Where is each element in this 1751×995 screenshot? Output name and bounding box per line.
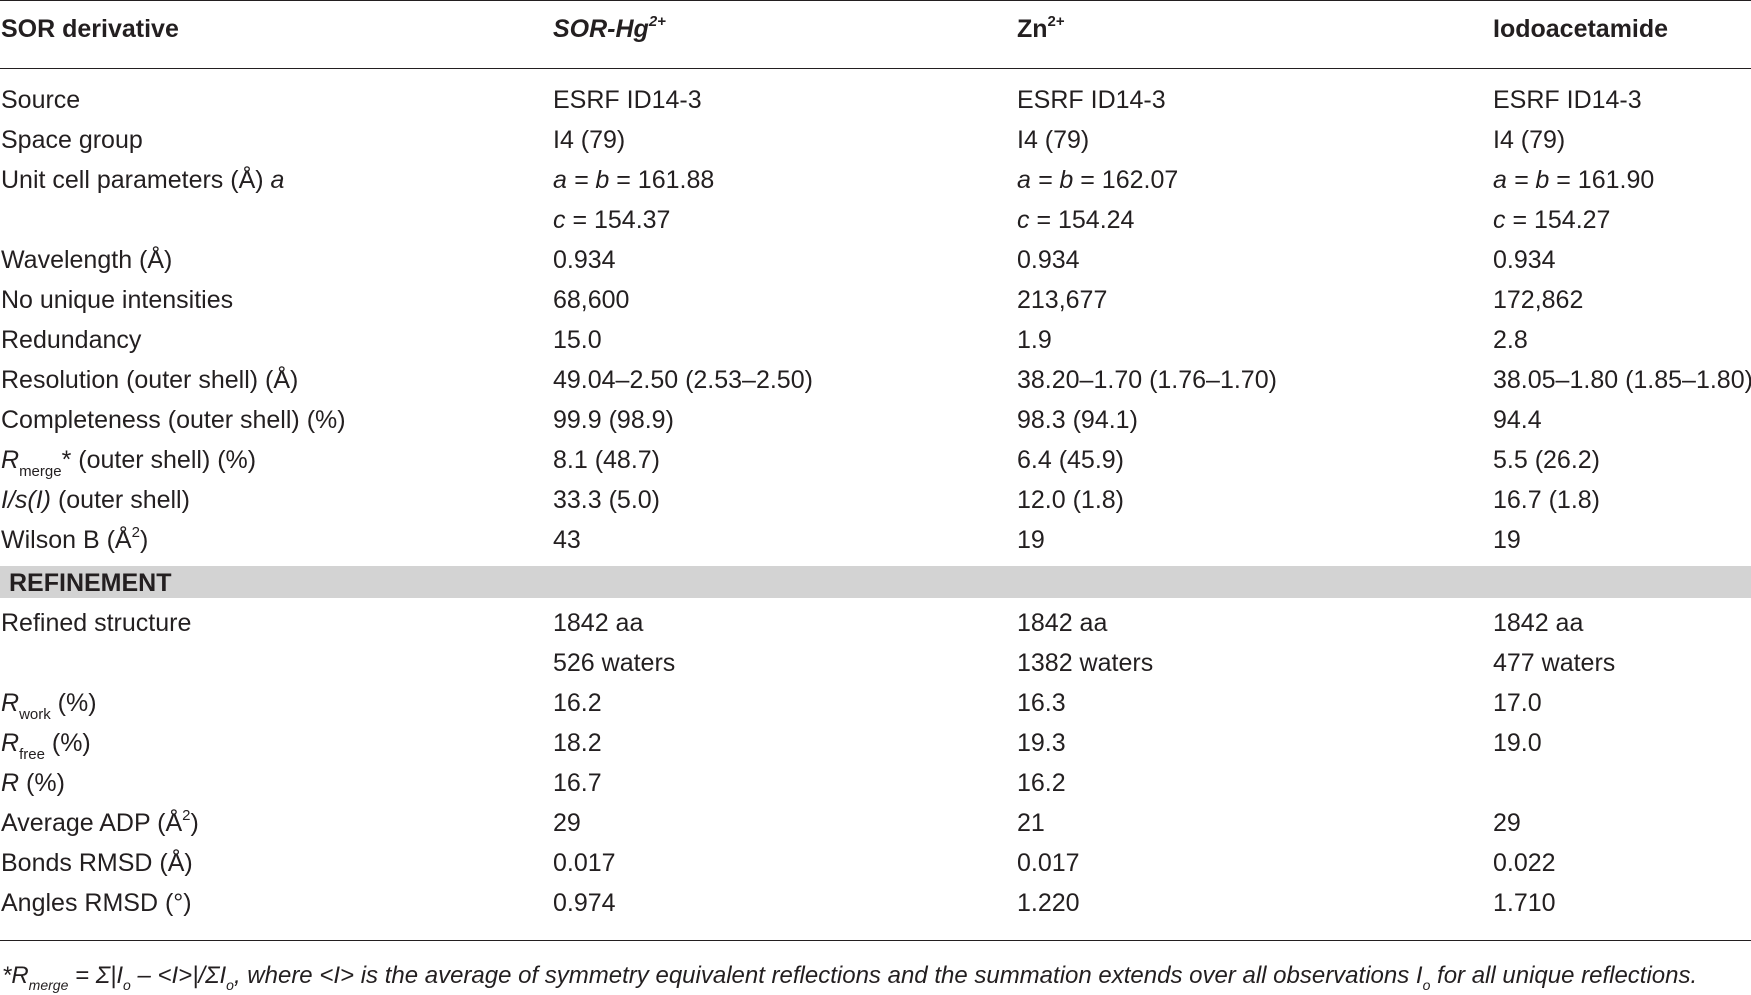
table-cell: 1.220 xyxy=(1017,889,1080,917)
table-cell: 29 xyxy=(1493,809,1521,837)
table-cell: 99.9 (98.9) xyxy=(553,406,674,434)
row-label: Wilson B (Å2) xyxy=(1,524,149,554)
row-label: Completeness (outer shell) (%) xyxy=(1,406,346,434)
table-cell: 16.7 xyxy=(553,769,602,797)
table-cell: c = 154.24 xyxy=(1017,206,1135,234)
table-cell: ESRF ID14-3 xyxy=(553,86,702,114)
table-cell: a = b = 161.90 xyxy=(1493,166,1655,194)
table-cell: 0.017 xyxy=(1017,849,1080,877)
table-cell: 0.974 xyxy=(553,889,616,917)
table-cell: 16.7 (1.8) xyxy=(1493,486,1601,514)
table-cell: 5.5 (26.2) xyxy=(1493,446,1601,474)
row-label: Unit cell parameters (Å) a xyxy=(1,166,285,194)
table-cell: 0.017 xyxy=(553,849,616,877)
col-header-sor-hg: SOR-Hg2+ xyxy=(553,13,666,43)
row-label: Rmerge* (outer shell) (%) xyxy=(1,446,257,480)
table-cell: 19 xyxy=(1017,526,1045,554)
table-cell: 1.710 xyxy=(1493,889,1556,917)
table-cell: 1842 aa xyxy=(1017,609,1108,637)
table-cell: 21 xyxy=(1017,809,1045,837)
table-cell: 0.934 xyxy=(553,246,616,274)
table-cell: 17.0 xyxy=(1493,689,1542,717)
row-label: Space group xyxy=(1,126,143,154)
table-cell: 8.1 (48.7) xyxy=(553,446,661,474)
table-cell: 172,862 xyxy=(1493,286,1584,314)
section-refinement: REFINEMENT xyxy=(9,569,172,597)
table-cell: ESRF ID14-3 xyxy=(1017,86,1166,114)
table-cell: 29 xyxy=(553,809,581,837)
table-cell: 12.0 (1.8) xyxy=(1017,486,1125,514)
table-cell: c = 154.27 xyxy=(1493,206,1611,234)
section-band xyxy=(0,566,1751,598)
table-cell: 526 waters xyxy=(553,649,676,677)
table-cell: 19.0 xyxy=(1493,729,1542,757)
table-cell: 43 xyxy=(553,526,581,554)
row-label: Wavelength (Å) xyxy=(1,246,173,274)
table-cell: 213,677 xyxy=(1017,286,1108,314)
row-label: Rwork (%) xyxy=(1,689,97,723)
row-label: Resolution (outer shell) (Å) xyxy=(1,366,299,394)
col-header-iodoacetamide: Iodoacetamide xyxy=(1493,15,1669,43)
table-cell: 2.8 xyxy=(1493,326,1528,354)
row-label: Source xyxy=(1,86,81,114)
row-label: R (%) xyxy=(1,769,65,797)
table-cell: 18.2 xyxy=(553,729,602,757)
table-cell: 49.04–2.50 (2.53–2.50) xyxy=(553,366,813,394)
table-cell: 16.3 xyxy=(1017,689,1066,717)
table-cell: 477 waters xyxy=(1493,649,1616,677)
table-cell: 1.9 xyxy=(1017,326,1052,354)
table-cell: 6.4 (45.9) xyxy=(1017,446,1125,474)
table-cell: 1842 aa xyxy=(553,609,644,637)
table-cell: 38.20–1.70 (1.76–1.70) xyxy=(1017,366,1277,394)
row-label: Redundancy xyxy=(1,326,142,354)
table-cell: a = b = 161.88 xyxy=(553,166,715,194)
table-cell: c = 154.37 xyxy=(553,206,671,234)
table-cell: 98.3 (94.1) xyxy=(1017,406,1138,434)
table-cell: 38.05–1.80 (1.85–1.80) xyxy=(1493,366,1751,394)
table-cell: ESRF ID14-3 xyxy=(1493,86,1642,114)
table-cell: 94.4 xyxy=(1493,406,1542,434)
table-cell: 19.3 xyxy=(1017,729,1066,757)
table-cell: I4 (79) xyxy=(1493,126,1566,154)
table-cell: 15.0 xyxy=(553,326,602,354)
row-label: Average ADP (Å2) xyxy=(1,807,199,837)
table-cell: 0.934 xyxy=(1017,246,1080,274)
table-cell: 68,600 xyxy=(553,286,630,314)
table-cell: I4 (79) xyxy=(553,126,626,154)
row-label: No unique intensities xyxy=(1,286,234,314)
table-cell: 1842 aa xyxy=(1493,609,1584,637)
table-cell: 33.3 (5.0) xyxy=(553,486,661,514)
row-label: Bonds RMSD (Å) xyxy=(1,849,193,877)
table-cell: 1382 waters xyxy=(1017,649,1154,677)
row-label: Refined structure xyxy=(1,609,192,637)
col-header-derivative: SOR derivative xyxy=(1,15,179,43)
footnote: *Rmerge = Σ|Io – <I>|/ΣIo, where <I> is … xyxy=(2,962,1698,993)
table-cell: 16.2 xyxy=(553,689,602,717)
table-cell: 19 xyxy=(1493,526,1521,554)
row-label: I/s(I) (outer shell) xyxy=(1,486,190,514)
table-cell: I4 (79) xyxy=(1017,126,1090,154)
row-label: Angles RMSD (°) xyxy=(1,889,192,917)
table-cell: 0.934 xyxy=(1493,246,1556,274)
top-rule xyxy=(0,0,1751,1)
col-header-zn: Zn2+ xyxy=(1017,13,1065,43)
bottom-rule xyxy=(0,940,1751,941)
table-cell: 0.022 xyxy=(1493,849,1556,877)
table-cell: 16.2 xyxy=(1017,769,1066,797)
row-label: Rfree (%) xyxy=(1,729,91,763)
table-cell: a = b = 162.07 xyxy=(1017,166,1179,194)
header-rule xyxy=(0,68,1751,69)
